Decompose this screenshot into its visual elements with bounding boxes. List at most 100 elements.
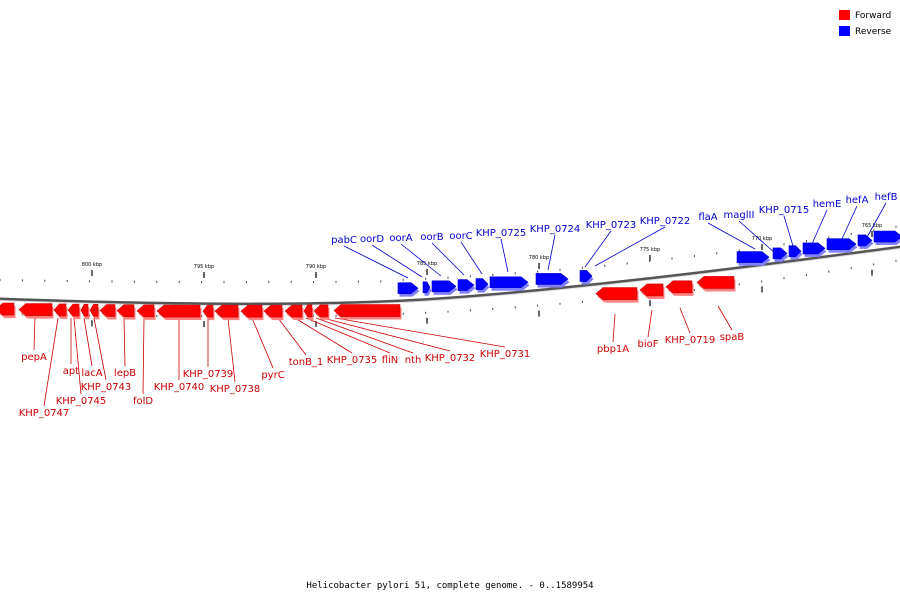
gene-label-pabc: pabC (331, 235, 357, 246)
gene-arrow (313, 304, 329, 318)
gene-label-khp-0725: KHP_0725 (476, 228, 527, 239)
gene-arrow (535, 273, 569, 285)
gene-label-heme: hemE (813, 199, 842, 210)
gene-label-khp-0738: KHP_0738 (210, 384, 261, 395)
gene-label-fold: folD (133, 396, 153, 407)
gene-arrow (431, 280, 457, 293)
leader-line (93, 317, 107, 381)
gene-arrow (595, 287, 638, 300)
scale-label: 785 kbp (417, 261, 437, 267)
gene-label-laca: lacA (81, 368, 102, 379)
gene-label-khp-0743: KHP_0743 (81, 382, 132, 393)
gene-label-khp-0747: KHP_0747 (19, 408, 70, 419)
scale-labels: 800 kbp 795 kbp 790 kbp 785 kbp 780 kbp 775 k… (82, 223, 882, 270)
leader-line (315, 317, 414, 354)
leader-line (811, 209, 828, 245)
gene-label-spab: spaB (720, 332, 745, 343)
legend-label-reverse: Reverse (855, 27, 892, 37)
gene-label-hefb: hefB (875, 192, 898, 203)
leader-line (738, 220, 777, 255)
gene-label-flin: fliN (382, 355, 399, 366)
gene-arrow (802, 242, 826, 255)
gene-arrow (53, 303, 67, 317)
leader-line (584, 230, 612, 268)
leader-line (251, 317, 274, 369)
gene-label-pepa: pepA (21, 352, 47, 363)
leader-line (594, 226, 666, 267)
leader-line (707, 222, 756, 250)
leader-line (142, 317, 145, 395)
gene-arrow (99, 304, 116, 317)
leader-line (371, 244, 423, 278)
gene-arrow (826, 238, 857, 250)
gene-arrow (214, 304, 239, 318)
scale-ticks (0, 225, 897, 328)
scale-label: 770 kbp (752, 236, 772, 242)
gene-arrow (696, 276, 735, 289)
gene-arrow (873, 230, 900, 243)
label-leader-lines (33, 202, 887, 407)
gene-label-khp-0724: KHP_0724 (530, 224, 581, 235)
gene-label-khp-0732: KHP_0732 (425, 353, 476, 364)
gene-label-flaa: flaA (698, 212, 717, 223)
gene-arrow (665, 280, 693, 294)
gene-label-khp-0740: KHP_0740 (154, 382, 205, 393)
leader-line (305, 317, 391, 354)
leader-line (431, 242, 465, 276)
gene-label-lepb: lepB (114, 368, 136, 379)
leader-line (612, 313, 616, 343)
legend-label-forward: Forward (855, 11, 891, 21)
gene-label-khp-0719: KHP_0719 (665, 335, 716, 346)
gene-arrow (116, 304, 135, 317)
leader-line (33, 316, 36, 351)
gene-arrow (240, 304, 263, 318)
gene-label-tonb-1: tonB_1 (289, 357, 324, 368)
gene-label-khp-0731: KHP_0731 (480, 349, 531, 360)
gene-arrow (80, 303, 89, 317)
leader-line (322, 317, 451, 352)
gene-arrow (0, 302, 15, 316)
leader-line (500, 238, 509, 273)
gene-arrow (303, 304, 313, 318)
gene-arrow (489, 276, 529, 289)
gene-arrow (475, 278, 489, 290)
gene-label-hefa: hefA (846, 195, 869, 206)
gene-label-biof: bioF (638, 339, 659, 350)
gene-label-oora: oorA (389, 233, 412, 244)
leader-line (717, 305, 733, 331)
leader-line (43, 317, 59, 407)
gene-arrow (202, 304, 214, 318)
scale-label: 775 kbp (640, 247, 660, 253)
leader-line (865, 202, 887, 240)
gene-arrow (857, 234, 873, 247)
leader-line (547, 234, 556, 271)
gene-arrow (422, 281, 431, 294)
genome-backbone (0, 245, 900, 306)
leader-line (294, 317, 353, 354)
gene-label-nth: nth (405, 355, 422, 366)
gene-label-khp-0722: KHP_0722 (640, 216, 691, 227)
leader-line (840, 205, 858, 242)
gene-labels: pepA KHP_0747 apt KHP_0745 lacA KHP_0743 lepB f… (19, 192, 898, 419)
gene-arrow (89, 304, 99, 317)
leader-line (783, 215, 794, 247)
scale-label: 765 kbp (862, 223, 882, 229)
gene-arrow (457, 279, 475, 291)
scale-label: 795 kbp (194, 264, 214, 270)
gene-arrow (284, 304, 303, 318)
gene-arrow (579, 270, 593, 282)
leader-line (460, 241, 483, 275)
leader-line (83, 317, 93, 367)
gene-label-khp-0723: KHP_0723 (586, 220, 637, 231)
gene-label-pyrc: pyrC (261, 370, 284, 381)
gene-arrow (67, 303, 80, 317)
gene-arrow (397, 282, 419, 294)
gene-label-khp-0739: KHP_0739 (183, 369, 234, 380)
gene-arrow (736, 251, 770, 263)
gene-track (0, 230, 900, 321)
leader-line (123, 317, 126, 367)
gene-label-oorc: oorC (449, 231, 472, 242)
genome-backbone-highlight (0, 248, 900, 307)
gene-arrow (156, 304, 201, 318)
